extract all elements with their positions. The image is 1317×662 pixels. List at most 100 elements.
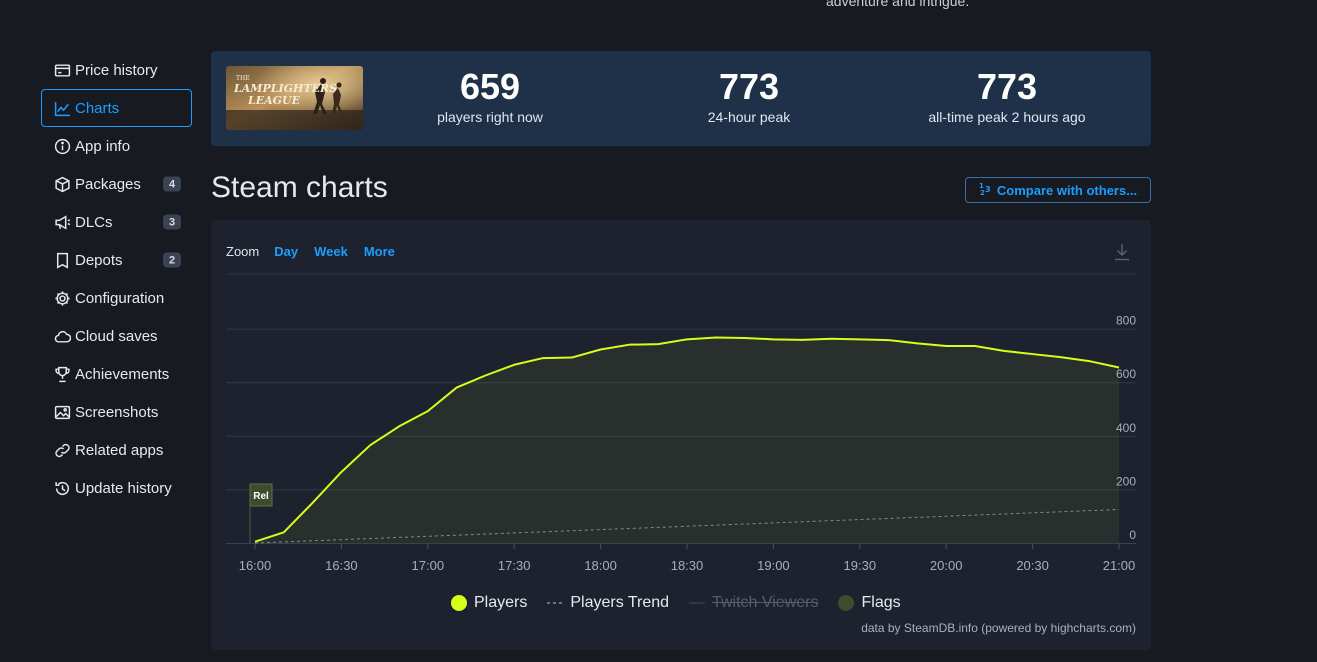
download-icon[interactable] [1112, 242, 1132, 262]
players-area [255, 337, 1119, 543]
sidebar-item-label: Charts [75, 99, 120, 117]
count-badge: 4 [163, 176, 181, 192]
sidebar-item-label: DLCs [75, 213, 113, 231]
game-capsule-image[interactable]: LAMPLIGHTERS LEAGUE THE [226, 66, 363, 130]
stat-value: 773 [976, 66, 1038, 107]
x-tick-label: 16:30 [325, 558, 358, 573]
svg-text:THE: THE [236, 75, 250, 82]
x-tick-label: 20:00 [930, 558, 963, 573]
info-icon [54, 138, 71, 155]
sidebar-item-configuration[interactable]: Configuration [41, 279, 192, 317]
dash-line-icon [547, 595, 564, 611]
stat-value: 773 [718, 66, 780, 107]
sidebar-item-label: Price history [75, 61, 158, 79]
page-title: Steam charts [211, 171, 388, 204]
history-icon [54, 480, 71, 497]
x-tick-label: 19:00 [757, 558, 790, 573]
x-tick-label: 16:00 [239, 558, 272, 573]
sidebar-item-label: Packages [75, 175, 141, 193]
trophy-icon [54, 366, 71, 383]
sidebar-item-packages[interactable]: Packages 4 [41, 165, 192, 203]
legend-item-twitch-viewers[interactable]: Twitch Viewers [689, 594, 818, 612]
circle-marker-icon [838, 595, 855, 611]
x-tick-label: 17:30 [498, 558, 531, 573]
depot-icon [54, 252, 71, 269]
sidebar-item-dlcs[interactable]: DLCs 3 [41, 203, 192, 241]
stat-label: players right now [437, 109, 543, 125]
legend-item-players-trend[interactable]: Players Trend [547, 594, 669, 612]
sidebar-item-cloud-saves[interactable]: Cloud saves [41, 317, 192, 355]
svg-text:1: 1 [979, 182, 984, 190]
zoom-more-button[interactable]: More [363, 244, 395, 259]
sidebar-item-achievements[interactable]: Achievements [41, 355, 192, 393]
sidebar-item-related-apps[interactable]: Related apps [41, 431, 192, 469]
sidebar-item-update-history[interactable]: Update history [41, 469, 192, 507]
sidebar-item-label: Depots [75, 251, 123, 269]
players-trend-line [254, 509, 1120, 544]
package-icon [54, 176, 71, 193]
y-tick-label: 800 [1116, 314, 1136, 328]
sidebar-item-app-info[interactable]: App info [41, 127, 192, 165]
x-tick-label: 18:30 [671, 558, 704, 573]
cloud-icon [54, 328, 71, 345]
x-tick-label: 21:00 [1103, 558, 1136, 573]
sidebar-item-depots[interactable]: Depots 2 [41, 241, 192, 279]
players-line [254, 336, 1120, 543]
players-chart-panel: Zoom Day Week More 0 200 400 600 800 16:00 16:… [211, 220, 1151, 650]
chart-credit: data by SteamDB.info (powered by highcha… [861, 621, 1136, 635]
svg-text:3: 3 [985, 185, 991, 194]
stat-24h-peak: 773 24-hour peak [639, 65, 859, 125]
sidebar-item-label: Update history [75, 479, 172, 497]
legend-label: Players [474, 594, 528, 611]
stat-current-players: 659 players right now [380, 65, 600, 125]
charts-icon [54, 100, 71, 117]
zoom-label: Zoom [226, 244, 260, 259]
stat-value: 659 [459, 66, 521, 107]
y-tick-label: 0 [1129, 528, 1136, 542]
link-icon [54, 442, 71, 459]
price-history-icon [54, 62, 71, 79]
sidebar-item-label: Cloud saves [75, 327, 158, 345]
zoom-controls: Zoom Day Week More [226, 244, 411, 259]
legend-item-players[interactable]: Players [451, 594, 527, 612]
sidebar-nav: Price history Charts App info Packages 4… [41, 51, 192, 507]
legend-label: Flags [861, 594, 901, 611]
gear-icon [54, 290, 71, 307]
y-tick-label: 600 [1116, 367, 1136, 381]
compare-button-label: Compare with others... [996, 182, 1138, 198]
x-tick-label: 18:00 [584, 558, 617, 573]
x-tick-label: 19:30 [844, 558, 877, 573]
circle-marker-icon [451, 595, 467, 611]
sidebar-item-charts[interactable]: Charts [41, 89, 192, 127]
zoom-week-button[interactable]: Week [314, 244, 348, 259]
image-icon [54, 404, 71, 421]
sidebar-item-label: Configuration [75, 289, 165, 307]
dlc-icon [54, 214, 71, 231]
zoom-day-button[interactable]: Day [274, 244, 299, 259]
players-line-chart: 0 200 400 600 800 16:00 16:30 17:00 17:30 18:00 18… [226, 273, 1136, 573]
y-tick-label: 200 [1116, 474, 1136, 488]
svg-text:2: 2 [980, 189, 985, 196]
player-stats-banner: LAMPLIGHTERS LEAGUE THE 659 players righ… [211, 51, 1151, 146]
count-badge: 3 [163, 214, 181, 230]
svg-text:LAMPLIGHTERS: LAMPLIGHTERS [233, 82, 337, 95]
sidebar-item-screenshots[interactable]: Screenshots [41, 393, 192, 431]
page-intro-text: adventure and intrigue. [826, 0, 970, 9]
svg-text:LEAGUE: LEAGUE [247, 94, 301, 107]
count-badge: 2 [163, 252, 181, 268]
y-tick-label: 400 [1116, 421, 1136, 435]
sidebar-item-label: Screenshots [75, 403, 159, 421]
stat-label: all-time peak 2 hours ago [928, 109, 1086, 125]
stat-all-time-peak: 773 all-time peak 2 hours ago [897, 65, 1117, 125]
legend-label: Twitch Viewers [712, 594, 819, 611]
flag-marker [249, 483, 273, 507]
line-icon [689, 595, 706, 611]
chart-legend: Players Players Trend Twitch Viewers Fla… [451, 594, 921, 612]
legend-item-flags[interactable]: Flags [838, 594, 901, 612]
legend-label: Players Trend [570, 594, 670, 611]
x-tick-label: 17:00 [412, 558, 445, 573]
sidebar-item-price-history[interactable]: Price history [41, 51, 192, 89]
sidebar-item-label: Related apps [75, 441, 164, 459]
